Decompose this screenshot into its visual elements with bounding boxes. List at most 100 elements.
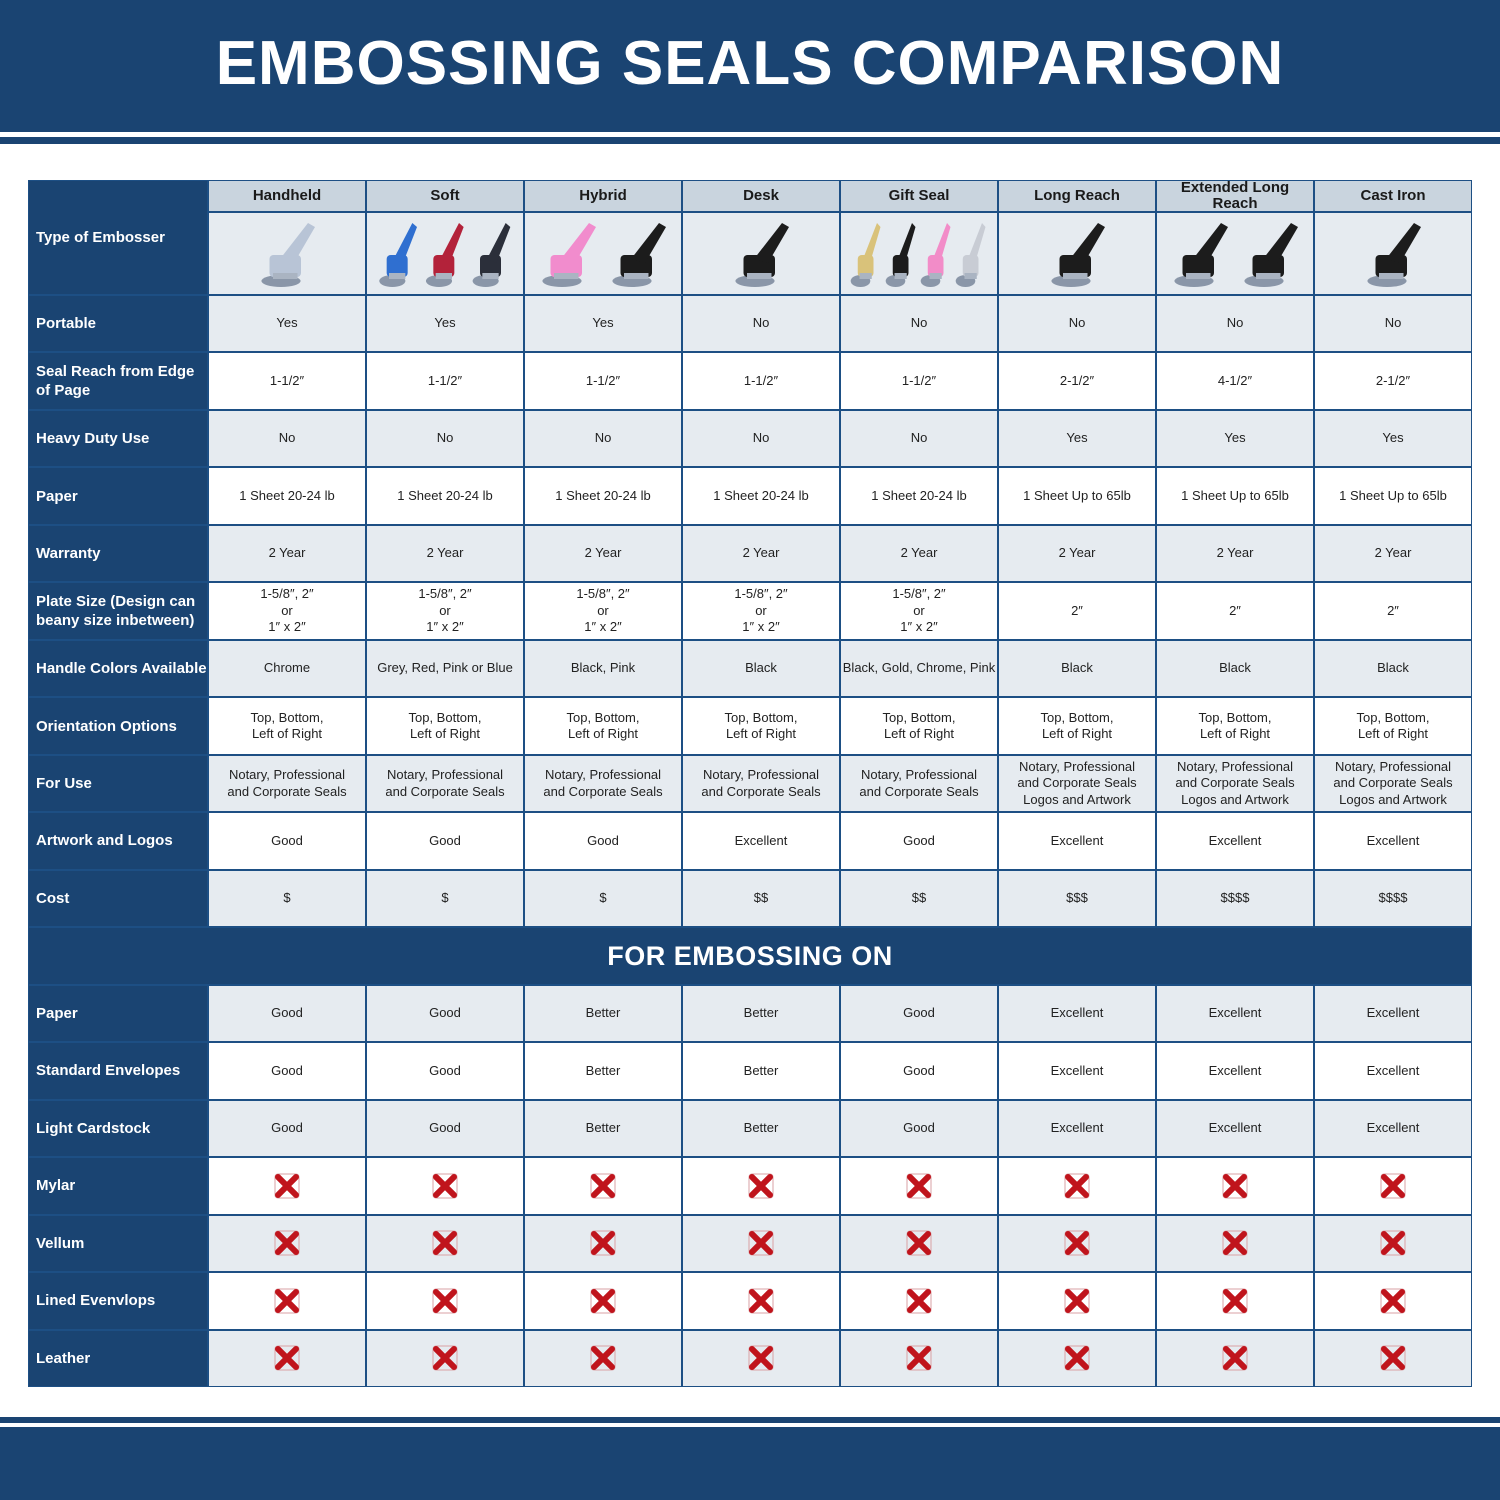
table-cell: Better	[683, 1043, 839, 1099]
table-cell: Excellent	[999, 1100, 1155, 1157]
not-supported-cell	[525, 1273, 681, 1329]
row-header-label: Type of Embosser	[29, 181, 207, 294]
x-icon	[1064, 1230, 1090, 1256]
embosser-icon	[425, 222, 464, 287]
not-supported-cell	[367, 1158, 523, 1214]
table-cell: 1 Sheet 20-24 lb	[209, 468, 365, 524]
table-cell: 1-5/8″, 2″ or 1″ x 2″	[367, 583, 523, 639]
table-cell: No	[683, 410, 839, 467]
not-supported-cell	[841, 1215, 997, 1272]
table-cell: Notary, Professional and Corporate Seals	[525, 755, 681, 812]
embosser-icon	[920, 222, 951, 287]
table-cell: No	[367, 410, 523, 467]
table-cell: Better	[525, 1100, 681, 1157]
row-label: Cost	[29, 870, 207, 927]
row-label: Paper	[29, 985, 207, 1042]
table-cell: Yes	[1157, 410, 1313, 467]
table-cell: $	[525, 870, 681, 927]
embosser-image	[1157, 213, 1313, 294]
x-icon	[1222, 1345, 1248, 1371]
row-label: Handle Colors Available	[29, 640, 207, 697]
x-icon	[1064, 1288, 1090, 1314]
not-supported-cell	[209, 1158, 365, 1214]
embosser-icon	[850, 222, 881, 287]
table-cell: 1 Sheet Up to 65lb	[1157, 468, 1313, 524]
row-label: Warranty	[29, 525, 207, 582]
table-cell: Excellent	[1315, 1043, 1471, 1099]
not-supported-cell	[1315, 1158, 1471, 1214]
table-cell: Better	[525, 985, 681, 1042]
table-cell: 2 Year	[841, 525, 997, 582]
table-cell: Black, Gold, Chrome, Pink	[841, 640, 997, 697]
table-cell: Notary, Professional and Corporate Seals…	[999, 755, 1155, 812]
table-cell: 2″	[999, 583, 1155, 639]
x-icon	[590, 1345, 616, 1371]
table-cell: Excellent	[1157, 985, 1313, 1042]
table-cell: 1-5/8″, 2″ or 1″ x 2″	[525, 583, 681, 639]
table-cell: Notary, Professional and Corporate Seals	[209, 755, 365, 812]
table-cell: Excellent	[1315, 985, 1471, 1042]
not-supported-cell	[1157, 1273, 1313, 1329]
header-band	[0, 0, 1500, 132]
table-cell: Better	[683, 1100, 839, 1157]
x-icon	[274, 1173, 300, 1199]
row-label: Orientation Options	[29, 698, 207, 754]
embosser-image	[367, 213, 523, 294]
table-cell: 1-1/2″	[683, 353, 839, 409]
not-supported-cell	[1315, 1330, 1471, 1386]
section-title: FOR EMBOSSING ON	[29, 928, 1471, 984]
x-icon	[1380, 1288, 1406, 1314]
embosser-icon	[379, 222, 417, 287]
table-cell: 1-5/8″, 2″ or 1″ x 2″	[209, 583, 365, 639]
table-cell: 1 Sheet 20-24 lb	[683, 468, 839, 524]
table-cell: Notary, Professional and Corporate Seals	[367, 755, 523, 812]
not-supported-cell	[1157, 1330, 1313, 1386]
not-supported-cell	[683, 1215, 839, 1272]
not-supported-cell	[525, 1330, 681, 1386]
table-cell: 4-1/2″	[1157, 353, 1313, 409]
not-supported-cell	[1315, 1215, 1471, 1272]
x-icon	[432, 1230, 458, 1256]
x-icon	[748, 1288, 774, 1314]
table-cell: Good	[841, 1043, 997, 1099]
row-label: Artwork and Logos	[29, 813, 207, 869]
embosser-icon	[735, 222, 789, 287]
embosser-image	[841, 213, 997, 294]
table-cell: No	[1157, 296, 1313, 352]
x-icon	[748, 1173, 774, 1199]
table-cell: Top, Bottom, Left of Right	[367, 698, 523, 754]
table-cell: 1 Sheet 20-24 lb	[525, 468, 681, 524]
table-cell: No	[525, 410, 681, 467]
table-cell: Top, Bottom, Left of Right	[999, 698, 1155, 754]
table-cell: Grey, Red, Pink or Blue	[367, 640, 523, 697]
table-cell: 2-1/2″	[999, 353, 1155, 409]
column-header: Handheld	[209, 181, 365, 211]
x-icon	[1222, 1288, 1248, 1314]
table-cell: Good	[525, 813, 681, 869]
not-supported-cell	[367, 1215, 523, 1272]
table-cell: 1-1/2″	[367, 353, 523, 409]
x-icon	[432, 1173, 458, 1199]
embosser-icon	[955, 222, 986, 287]
table-cell: Black	[683, 640, 839, 697]
table-cell: Chrome	[209, 640, 365, 697]
embosser-icon	[542, 222, 596, 287]
table-cell: 2-1/2″	[1315, 353, 1471, 409]
x-icon	[1222, 1230, 1248, 1256]
row-label: Heavy Duty Use	[29, 410, 207, 467]
table-cell: Top, Bottom, Left of Right	[209, 698, 365, 754]
table-cell: Good	[367, 813, 523, 869]
embosser-icon	[472, 222, 511, 287]
table-cell: $$$$	[1157, 870, 1313, 927]
table-cell: Good	[209, 1100, 365, 1157]
table-cell: 1 Sheet Up to 65lb	[999, 468, 1155, 524]
header-stripe	[0, 137, 1500, 144]
page-title: EMBOSSING SEALS COMPARISON	[215, 29, 1285, 98]
table-cell: 2 Year	[683, 525, 839, 582]
x-icon	[748, 1345, 774, 1371]
column-header: Long Reach	[999, 181, 1155, 211]
not-supported-cell	[367, 1273, 523, 1329]
x-icon	[1380, 1230, 1406, 1256]
row-label: Paper	[29, 468, 207, 524]
embosser-image	[525, 213, 681, 294]
